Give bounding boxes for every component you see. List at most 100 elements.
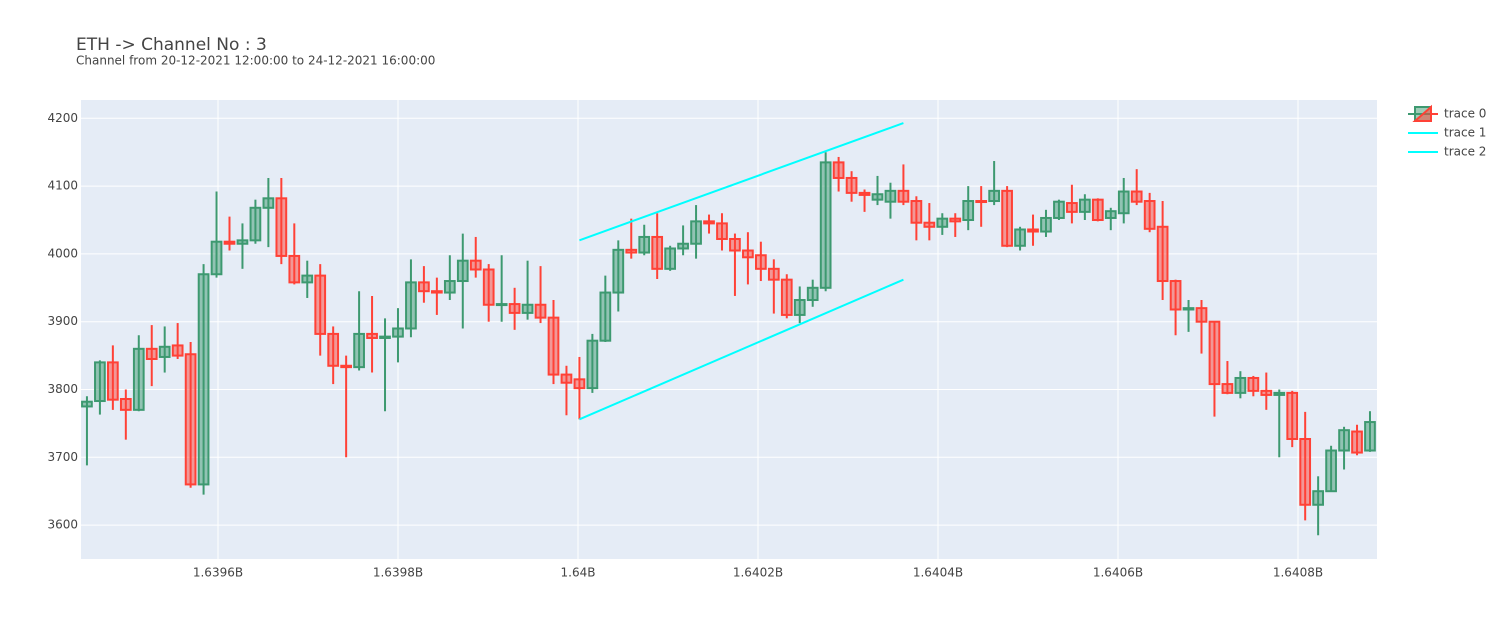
candle-body: [936, 217, 949, 228]
candle-body: [1169, 280, 1182, 311]
candle-body: [249, 206, 262, 242]
candle-body: [1143, 200, 1156, 230]
candle-body: [1221, 383, 1234, 394]
candle-body: [897, 189, 910, 203]
candle-body: [81, 400, 93, 408]
candle-body: [366, 332, 378, 339]
candle-body: [1091, 198, 1104, 222]
candle-body: [1325, 449, 1337, 493]
candle-body: [858, 191, 871, 196]
candle-body: [534, 303, 547, 319]
candle-body: [1338, 429, 1350, 452]
legend-label: trace 2: [1444, 145, 1486, 159]
candle-body: [638, 235, 651, 254]
candle-body: [1156, 225, 1169, 283]
candle-body: [677, 242, 689, 250]
candle-body: [482, 268, 495, 306]
candle-body: [573, 378, 586, 390]
candle-body: [832, 161, 845, 179]
x-tick-label: 1.6402B: [733, 566, 783, 580]
candle-body: [184, 353, 197, 486]
candle-body: [742, 249, 754, 259]
candle-body: [1286, 391, 1299, 440]
candle-body: [1364, 421, 1376, 452]
candle-body: [132, 347, 145, 411]
candle-body: [716, 222, 728, 240]
candle-body: [1014, 228, 1026, 247]
candle-body: [586, 339, 599, 390]
candle-body: [806, 286, 819, 302]
candle-body: [392, 327, 404, 338]
candle-body: [197, 273, 210, 486]
candle-body: [171, 344, 184, 357]
candle-body: [119, 397, 132, 411]
candle-body: [405, 281, 417, 330]
candle-body: [1066, 202, 1078, 213]
candle-body: [547, 316, 560, 376]
candle-body: [288, 254, 301, 284]
legend-label: trace 0: [1444, 107, 1486, 121]
candle-body: [560, 373, 573, 384]
x-tick-label: 1.6398B: [373, 566, 423, 580]
candle-body: [262, 197, 275, 209]
candle-body: [443, 280, 456, 294]
candle-body: [418, 281, 430, 293]
candle-body: [456, 259, 469, 283]
candle-body: [379, 335, 391, 339]
candle-body: [431, 290, 443, 294]
candle-body: [1117, 190, 1130, 215]
candle-body: [767, 267, 780, 281]
channel-line: [579, 122, 904, 242]
candle-body: [1234, 376, 1247, 394]
candle-body: [1182, 307, 1195, 311]
y-tick-label: 4100: [47, 179, 78, 193]
candle-body: [793, 299, 806, 316]
x-tick-label: 1.6396B: [193, 566, 243, 580]
candle-body: [625, 248, 638, 254]
candle-body: [910, 200, 923, 224]
chart-title: ETH -> Channel No : 3: [76, 35, 267, 55]
y-tick-label: 3800: [47, 382, 78, 396]
x-tick-label: 1.6408B: [1273, 566, 1323, 580]
candle-body: [729, 237, 741, 252]
candle-body: [819, 161, 832, 289]
candle-body: [158, 345, 171, 358]
candle-body: [975, 200, 988, 204]
candle-body: [651, 235, 664, 270]
candle-body: [1299, 437, 1312, 506]
candle-body: [664, 247, 677, 270]
candle-body: [884, 189, 897, 203]
y-tick-label: 3700: [47, 450, 78, 464]
channel-line: [579, 278, 904, 421]
legend-label: trace 1: [1444, 126, 1486, 140]
candle-body: [145, 347, 158, 360]
candle-body: [949, 217, 962, 223]
candle-body: [1351, 430, 1363, 454]
candle-body: [1053, 200, 1065, 219]
x-tick-label: 1.6406B: [1093, 566, 1143, 580]
candle-body: [275, 197, 288, 257]
candle-body: [314, 274, 327, 335]
y-tick-label: 4000: [47, 246, 78, 260]
candle-body: [301, 274, 314, 284]
candle-body: [327, 332, 340, 367]
candle-body: [1040, 216, 1052, 233]
candle-body: [962, 200, 975, 222]
candle-body: [923, 221, 936, 228]
candle-body: [599, 291, 612, 342]
candle-body: [469, 259, 482, 271]
candle-body: [1079, 198, 1091, 213]
candle-body: [107, 361, 119, 401]
candle-body: [1027, 228, 1039, 233]
x-tick-label: 1.64B: [561, 566, 596, 580]
y-tick-label: 4200: [47, 111, 78, 125]
candle-body: [521, 303, 534, 314]
candle-body: [1195, 307, 1208, 323]
candle-body: [1312, 490, 1325, 506]
candle-body: [780, 278, 793, 316]
candle-body: [1247, 376, 1260, 392]
candle-body: [210, 240, 223, 276]
candle-body: [1208, 320, 1221, 386]
candle-body: [508, 303, 521, 314]
